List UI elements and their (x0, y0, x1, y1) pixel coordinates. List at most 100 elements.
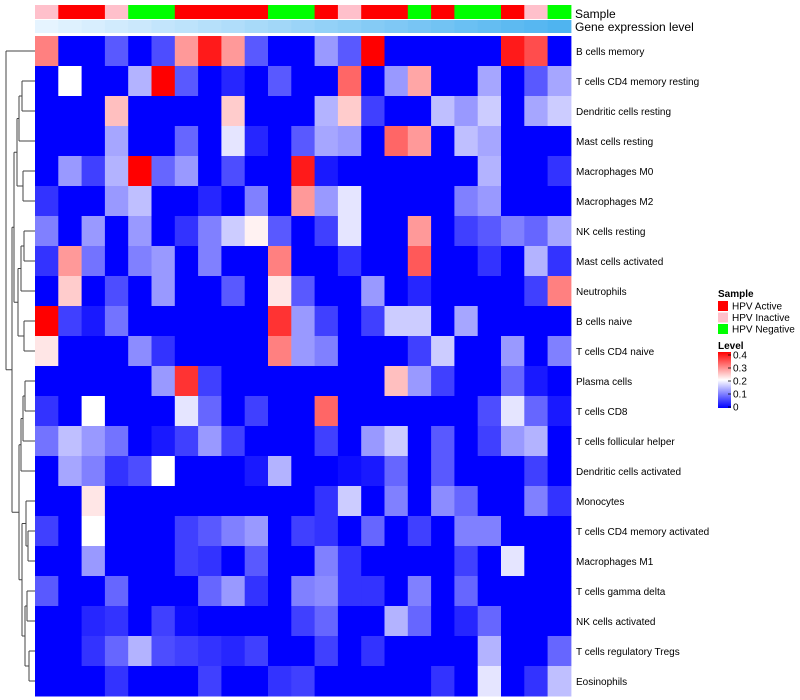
legend-tick-label: 0.3 (733, 364, 747, 375)
heatmap-cell (407, 336, 432, 367)
heatmap-cell (128, 576, 152, 607)
heatmap-cell (58, 276, 83, 307)
heatmap-cell (337, 366, 362, 397)
sample-annotation-cell (361, 5, 385, 19)
heatmap-cell (524, 36, 549, 67)
heatmap-cell (384, 666, 409, 697)
heatmap-cell (384, 276, 409, 307)
heatmap-cell (524, 216, 549, 247)
heatmap-cell (477, 186, 502, 217)
heatmap-cell (337, 456, 362, 487)
heatmap-cell (524, 306, 549, 337)
heatmap-cell (81, 216, 106, 247)
heatmap-cell (361, 546, 385, 577)
heatmap-cell (198, 66, 222, 97)
heatmap-cell (174, 516, 199, 547)
heatmap-cell (244, 366, 269, 397)
heatmap-cell (291, 96, 316, 127)
row-label: NK cells resting (576, 227, 645, 238)
heatmap-cell (384, 636, 409, 667)
heatmap-cell (128, 216, 152, 247)
heatmap-cell (58, 366, 83, 397)
heatmap-cell (198, 126, 222, 157)
heatmap-cell (407, 546, 432, 577)
heatmap-cell (268, 546, 292, 577)
heatmap-cell (151, 126, 176, 157)
heatmap-cell (244, 216, 269, 247)
heatmap-cell (81, 606, 106, 637)
heatmap-cell (547, 216, 572, 247)
heatmap-cell (58, 666, 83, 697)
gene-expression-annotation-cell (547, 20, 572, 33)
heatmap-cell (431, 666, 455, 697)
heatmap-cell (198, 276, 222, 307)
heatmap-cell (501, 156, 525, 187)
heatmap-cell (407, 426, 432, 457)
heatmap-cell (291, 576, 316, 607)
heatmap-cell (524, 156, 549, 187)
heatmap-cell (524, 606, 549, 637)
heatmap-cell (501, 576, 525, 607)
heatmap-cell (431, 246, 455, 277)
heatmap-cell (314, 426, 339, 457)
heatmap-cell (291, 666, 316, 697)
heatmap-cell (337, 636, 362, 667)
row-label: T cells gamma delta (576, 587, 666, 598)
heatmap-cell (477, 396, 502, 427)
heatmap-cell (268, 516, 292, 547)
heatmap-cell (151, 36, 176, 67)
heatmap-cell (151, 156, 176, 187)
heatmap-cell (547, 516, 572, 547)
heatmap-cell (501, 366, 525, 397)
heatmap-cell (104, 126, 129, 157)
sample-annotation-cell (431, 5, 455, 19)
legend-tick-label: 0.1 (733, 390, 747, 401)
heatmap-cell (314, 486, 339, 517)
heatmap-cell (128, 276, 152, 307)
heatmap-cell (314, 576, 339, 607)
heatmap-cell (35, 606, 59, 637)
heatmap-cell (384, 246, 409, 277)
sample-annotation-cell (128, 5, 152, 19)
heatmap-cell (81, 96, 106, 127)
legend-level-colorbar (718, 352, 731, 408)
heatmap-cell (174, 36, 199, 67)
heatmap-cell (407, 576, 432, 607)
heatmap-cell (198, 516, 222, 547)
heatmap-cell (384, 486, 409, 517)
heatmap-cell (151, 606, 176, 637)
heatmap-cell (174, 126, 199, 157)
row-label: Plasma cells (576, 377, 632, 388)
gene-expression-annotation-cell (198, 20, 222, 33)
heatmap-cell (291, 486, 316, 517)
heatmap-cell (268, 486, 292, 517)
heatmap-cell (104, 516, 129, 547)
heatmap-cell (477, 366, 502, 397)
heatmap-cell (58, 306, 83, 337)
row-label: T cells regulatory Tregs (576, 647, 680, 658)
row-label: T cells CD4 memory activated (576, 527, 709, 538)
heatmap-cell (501, 186, 525, 217)
heatmap-cell (268, 306, 292, 337)
heatmap-cell (58, 546, 83, 577)
heatmap-cell (104, 576, 129, 607)
legend-swatch-hpv-inactive (718, 312, 728, 323)
heatmap-cell (501, 666, 525, 697)
heatmap-cell (104, 36, 129, 67)
heatmap-cell (477, 36, 502, 67)
heatmap-cell (291, 606, 316, 637)
heatmap-cell (151, 456, 176, 487)
heatmap-cell (431, 606, 455, 637)
heatmap-cell (314, 396, 339, 427)
heatmap-cell (198, 216, 222, 247)
heatmap-cell (151, 306, 176, 337)
heatmap-cell (151, 486, 176, 517)
heatmap-cell (128, 546, 152, 577)
gene-expression-annotation-cell (524, 20, 549, 33)
heatmap-cell (431, 66, 455, 97)
heatmap-cell (244, 246, 269, 277)
heatmap-cell (221, 336, 246, 367)
heatmap-cell (221, 96, 246, 127)
heatmap-cell (244, 636, 269, 667)
heatmap-cell (104, 666, 129, 697)
